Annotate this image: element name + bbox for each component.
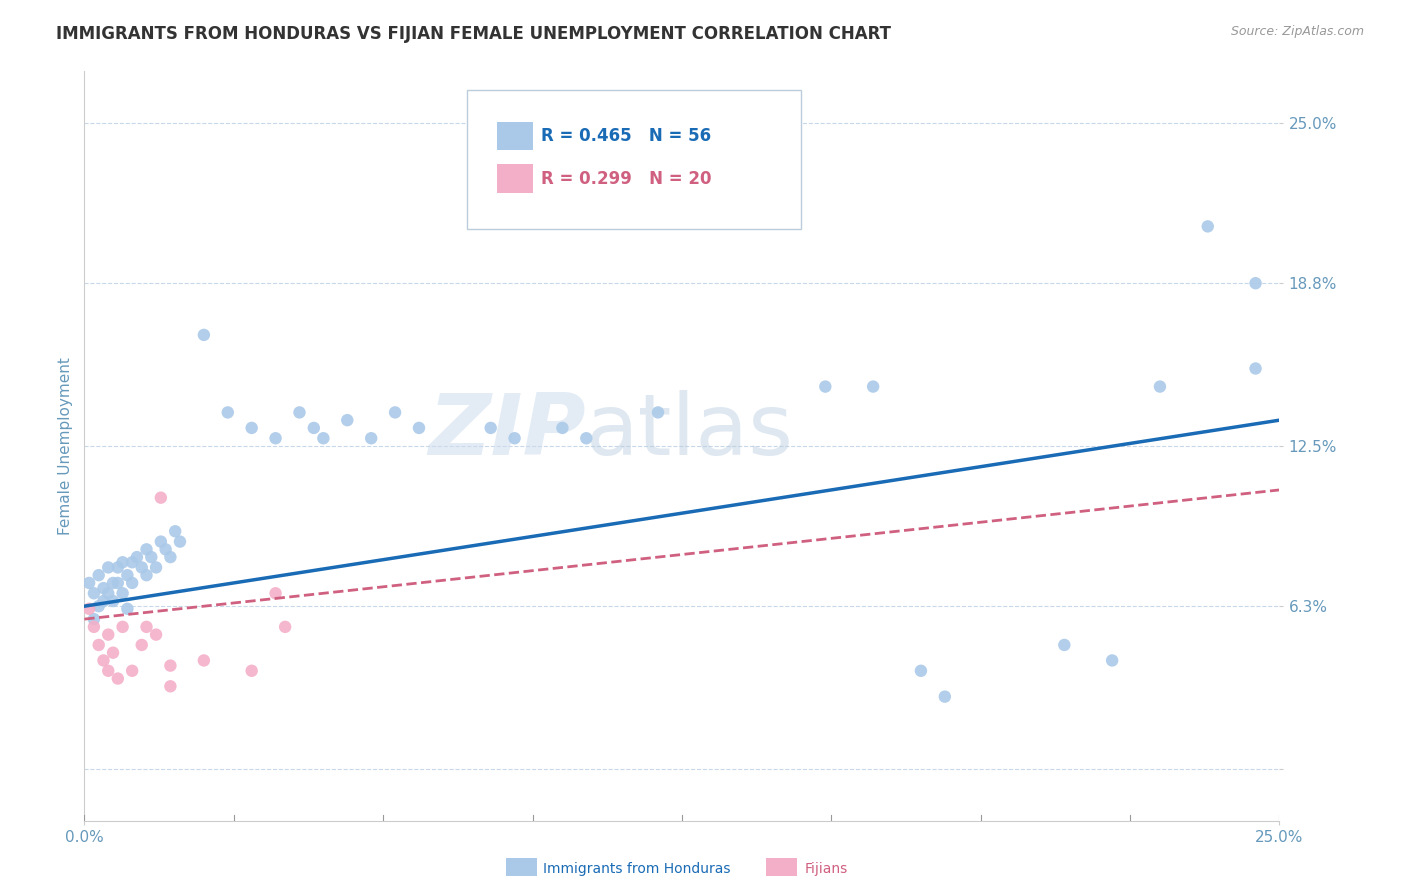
Text: Source: ZipAtlas.com: Source: ZipAtlas.com [1230,25,1364,38]
Point [264,586,287,600]
Point [647,405,669,419]
Point [1244,361,1267,376]
Point [910,664,932,678]
FancyBboxPatch shape [467,90,801,228]
Point [1244,277,1267,291]
Point [575,431,598,445]
Point [111,555,134,569]
Point [135,620,157,634]
Point [131,560,153,574]
Text: IMMIGRANTS FROM HONDURAS VS FIJIAN FEMALE UNEMPLOYMENT CORRELATION CHART: IMMIGRANTS FROM HONDURAS VS FIJIAN FEMAL… [56,25,891,43]
Point [101,646,124,660]
Point [240,421,263,435]
Point [193,653,215,667]
Point [107,672,129,686]
Point [551,421,574,435]
Point [479,421,502,435]
Point [83,620,105,634]
Point [131,638,153,652]
Point [312,431,335,445]
Point [193,327,215,342]
Point [1053,638,1076,652]
Point [302,421,325,435]
Point [159,658,181,673]
Point [149,491,172,505]
Point [87,568,110,582]
Point [77,576,100,591]
Point [814,379,837,393]
Point [1101,653,1123,667]
Point [87,638,110,652]
Point [288,405,311,419]
Text: atlas: atlas [586,390,794,473]
Point [165,524,187,539]
Point [145,627,167,641]
Point [93,594,115,608]
Point [121,576,143,591]
Text: ZIP: ZIP [429,390,586,473]
Point [125,550,148,565]
Point [141,550,163,565]
Point [159,679,181,693]
Point [101,576,124,591]
Point [101,594,124,608]
Text: R = 0.465   N = 56: R = 0.465 N = 56 [541,127,711,145]
Y-axis label: Female Unemployment: Female Unemployment [58,357,73,535]
Point [77,601,100,615]
Point [121,555,143,569]
Point [169,534,191,549]
Point [159,550,181,565]
Point [93,581,115,595]
Point [135,542,157,557]
Point [155,542,177,557]
Text: Fijians: Fijians [804,862,848,876]
Point [1149,379,1171,393]
Point [149,534,172,549]
Point [97,560,120,574]
Point [83,586,105,600]
Bar [496,121,533,150]
Point [934,690,956,704]
Point [97,627,120,641]
Point [408,421,430,435]
Point [240,664,263,678]
Text: Immigrants from Honduras: Immigrants from Honduras [543,862,730,876]
Point [97,664,120,678]
Point [121,664,143,678]
Point [217,405,239,419]
Point [360,431,382,445]
Point [83,612,105,626]
Point [97,586,120,600]
Point [117,568,139,582]
Point [111,620,134,634]
Point [503,431,526,445]
Point [111,586,134,600]
Point [117,601,139,615]
Point [145,560,167,574]
Point [107,576,129,591]
Point [384,405,406,419]
Point [87,599,110,614]
Point [135,568,157,582]
Point [264,431,287,445]
Point [107,560,129,574]
Point [1197,219,1219,234]
Text: R = 0.299   N = 20: R = 0.299 N = 20 [541,169,711,187]
Point [274,620,297,634]
Point [93,653,115,667]
Point [862,379,884,393]
Point [336,413,359,427]
Bar [496,164,533,193]
